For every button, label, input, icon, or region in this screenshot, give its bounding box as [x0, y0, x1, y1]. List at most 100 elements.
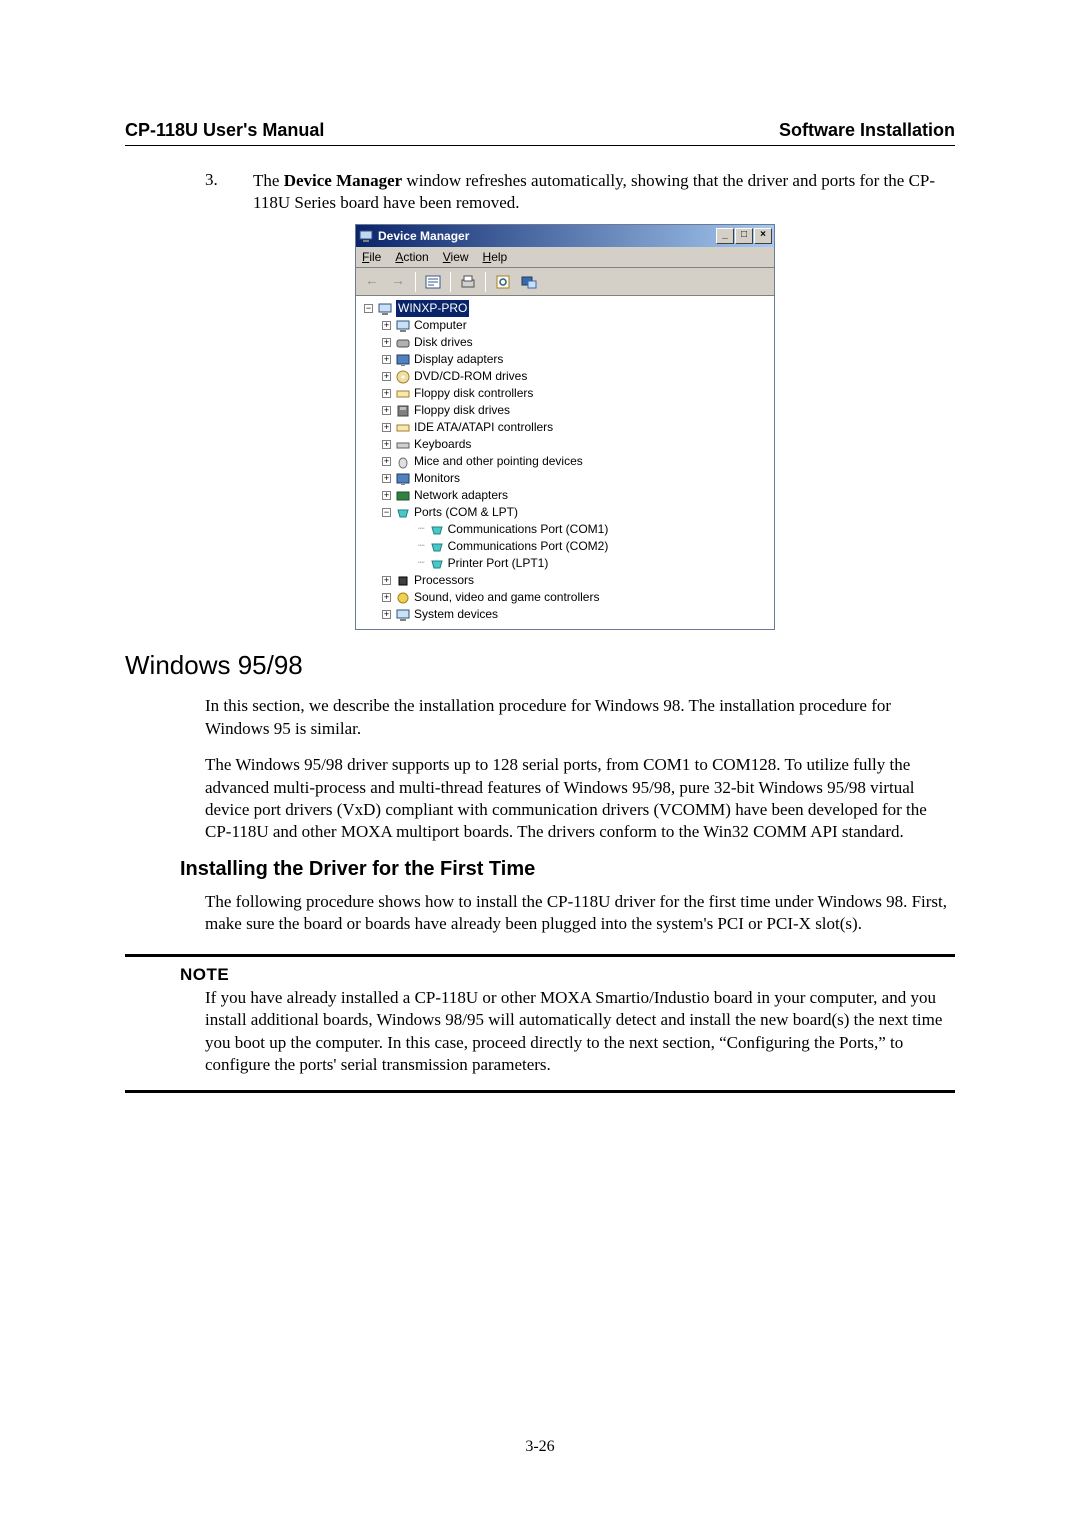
port-icon [429, 539, 445, 555]
port-icon [429, 522, 445, 538]
back-button[interactable]: ← [360, 271, 384, 293]
tree-row[interactable]: +Monitors [360, 470, 770, 487]
tree-row[interactable]: + Computer [360, 317, 770, 334]
heading-installing-driver: Installing the Driver for the First Time [180, 858, 955, 881]
maximize-button[interactable]: □ [735, 228, 753, 244]
tree-row[interactable]: ┈Communications Port (COM1) [360, 521, 770, 538]
header-left: CP-118U User's Manual [125, 120, 324, 141]
toolbar-separator [485, 272, 486, 292]
tree-label: IDE ATA/ATAPI controllers [414, 419, 553, 436]
network-icon [395, 488, 411, 504]
expand-icon[interactable]: + [382, 474, 391, 483]
tree-label: Display adapters [414, 351, 503, 368]
menu-file[interactable]: File [362, 250, 381, 264]
tree-row[interactable]: + Processors [360, 572, 770, 589]
tree-row[interactable]: − Ports (COM & LPT) [360, 504, 770, 521]
tree-label: Processors [414, 572, 474, 589]
tree-label: Mice and other pointing devices [414, 453, 583, 470]
tree-row[interactable]: + IDE ATA/ATAPI controllers [360, 419, 770, 436]
expand-icon[interactable]: + [382, 576, 391, 585]
tree-row[interactable]: +Disk drives [360, 334, 770, 351]
tree-line: ┈ [418, 538, 426, 555]
page-header: CP-118U User's Manual Software Installat… [125, 120, 955, 146]
tree-row[interactable]: + Floppy disk controllers [360, 385, 770, 402]
collapse-icon[interactable]: − [364, 304, 373, 313]
tree-row[interactable]: ┈Printer Port (LPT1) [360, 555, 770, 572]
tree-row[interactable]: + Network adapters [360, 487, 770, 504]
expand-icon[interactable]: + [382, 372, 391, 381]
computer-icon [377, 301, 393, 317]
note-body: If you have already installed a CP-118U … [205, 987, 955, 1077]
floppy-icon [395, 403, 411, 419]
sound-icon [395, 590, 411, 606]
tree-row[interactable]: +DVD/CD-ROM drives [360, 368, 770, 385]
tree-row[interactable]: + System devices [360, 606, 770, 623]
scan-button[interactable] [517, 271, 541, 293]
note-label: NOTE [180, 965, 955, 985]
refresh-button[interactable] [491, 271, 515, 293]
tree-label: Floppy disk controllers [414, 385, 533, 402]
tree-row[interactable]: +Keyboards [360, 436, 770, 453]
window-buttons: _ □ × [716, 228, 772, 244]
expand-icon[interactable]: + [382, 389, 391, 398]
controller-icon [395, 386, 411, 402]
titlebar[interactable]: Device Manager _ □ × [356, 225, 774, 247]
menubar: File Action View Help [356, 247, 774, 268]
expand-icon[interactable]: + [382, 610, 391, 619]
system-icon [395, 607, 411, 623]
expand-icon[interactable]: + [382, 491, 391, 500]
tree-label: Ports (COM & LPT) [414, 504, 518, 521]
menu-view[interactable]: View [443, 250, 469, 264]
computer-icon [395, 318, 411, 334]
expand-icon[interactable]: + [382, 338, 391, 347]
tree-row[interactable]: + Sound, video and game controllers [360, 589, 770, 606]
display-icon [395, 352, 411, 368]
tree-row[interactable]: + Display adapters [360, 351, 770, 368]
tree-row[interactable]: + Mice and other pointing devices [360, 453, 770, 470]
expand-icon[interactable]: + [382, 593, 391, 602]
expand-icon[interactable]: + [382, 440, 391, 449]
window-title: Device Manager [378, 229, 469, 243]
menu-action[interactable]: Action [395, 250, 428, 264]
forward-button[interactable]: → [386, 271, 410, 293]
cd-icon [395, 369, 411, 385]
port-icon [395, 505, 411, 521]
expand-icon[interactable]: + [382, 406, 391, 415]
tree-label: Floppy disk drives [414, 402, 510, 419]
tree-line: ┈ [418, 521, 426, 538]
heading-windows-95-98: Windows 95/98 [125, 650, 955, 681]
tree-root-row[interactable]: − WINXP-PRO [360, 300, 770, 317]
tree-label: System devices [414, 606, 498, 623]
expand-icon[interactable]: + [382, 355, 391, 364]
device-manager-window: Device Manager _ □ × File Action View He… [355, 224, 775, 630]
tree-label: Sound, video and game controllers [414, 589, 599, 606]
port-icon [429, 556, 445, 572]
tree-row[interactable]: + Floppy disk drives [360, 402, 770, 419]
toolbar-separator [450, 272, 451, 292]
note-rule-top [125, 954, 955, 957]
disk-icon [395, 335, 411, 351]
cpu-icon [395, 573, 411, 589]
para-intro: In this section, we describe the install… [205, 695, 955, 740]
menu-help[interactable]: Help [483, 250, 508, 264]
properties-button[interactable] [421, 271, 445, 293]
expand-icon[interactable]: + [382, 321, 391, 330]
expand-icon[interactable]: + [382, 423, 391, 432]
toolbar-separator [415, 272, 416, 292]
tree-label: Computer [414, 317, 467, 334]
computer-icon [358, 228, 374, 244]
header-right: Software Installation [779, 120, 955, 141]
minimize-button[interactable]: _ [716, 228, 734, 244]
para-driver-details: The Windows 95/98 driver supports up to … [205, 754, 955, 844]
collapse-icon[interactable]: − [382, 508, 391, 517]
close-button[interactable]: × [754, 228, 772, 244]
expand-icon[interactable]: + [382, 457, 391, 466]
mouse-icon [395, 454, 411, 470]
keyboard-icon [395, 437, 411, 453]
tree-label: Network adapters [414, 487, 508, 504]
print-button[interactable] [456, 271, 480, 293]
para-install-procedure: The following procedure shows how to ins… [205, 891, 955, 936]
tree-label: Communications Port (COM2) [448, 538, 609, 555]
tree-row[interactable]: ┈ Communications Port (COM2) [360, 538, 770, 555]
toolbar: ← → [356, 268, 774, 296]
